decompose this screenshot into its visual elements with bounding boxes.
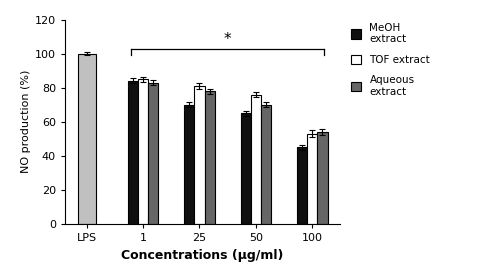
Bar [261, 105, 271, 224]
Bar [78, 54, 96, 224]
Bar [297, 147, 307, 224]
Bar [194, 86, 204, 224]
Bar [307, 134, 318, 224]
Bar [138, 79, 148, 224]
Bar [204, 91, 214, 224]
X-axis label: Concentrations (µg/ml): Concentrations (µg/ml) [122, 249, 284, 262]
Bar [240, 113, 251, 224]
Text: *: * [224, 32, 232, 47]
Bar [148, 83, 158, 224]
Bar [251, 95, 261, 224]
Bar [184, 105, 194, 224]
Legend: MeOH
extract, TOF extract, Aqueous
extract: MeOH extract, TOF extract, Aqueous extra… [350, 23, 430, 97]
Y-axis label: NO production (%): NO production (%) [20, 70, 30, 174]
Bar [318, 132, 328, 224]
Bar [128, 81, 138, 224]
